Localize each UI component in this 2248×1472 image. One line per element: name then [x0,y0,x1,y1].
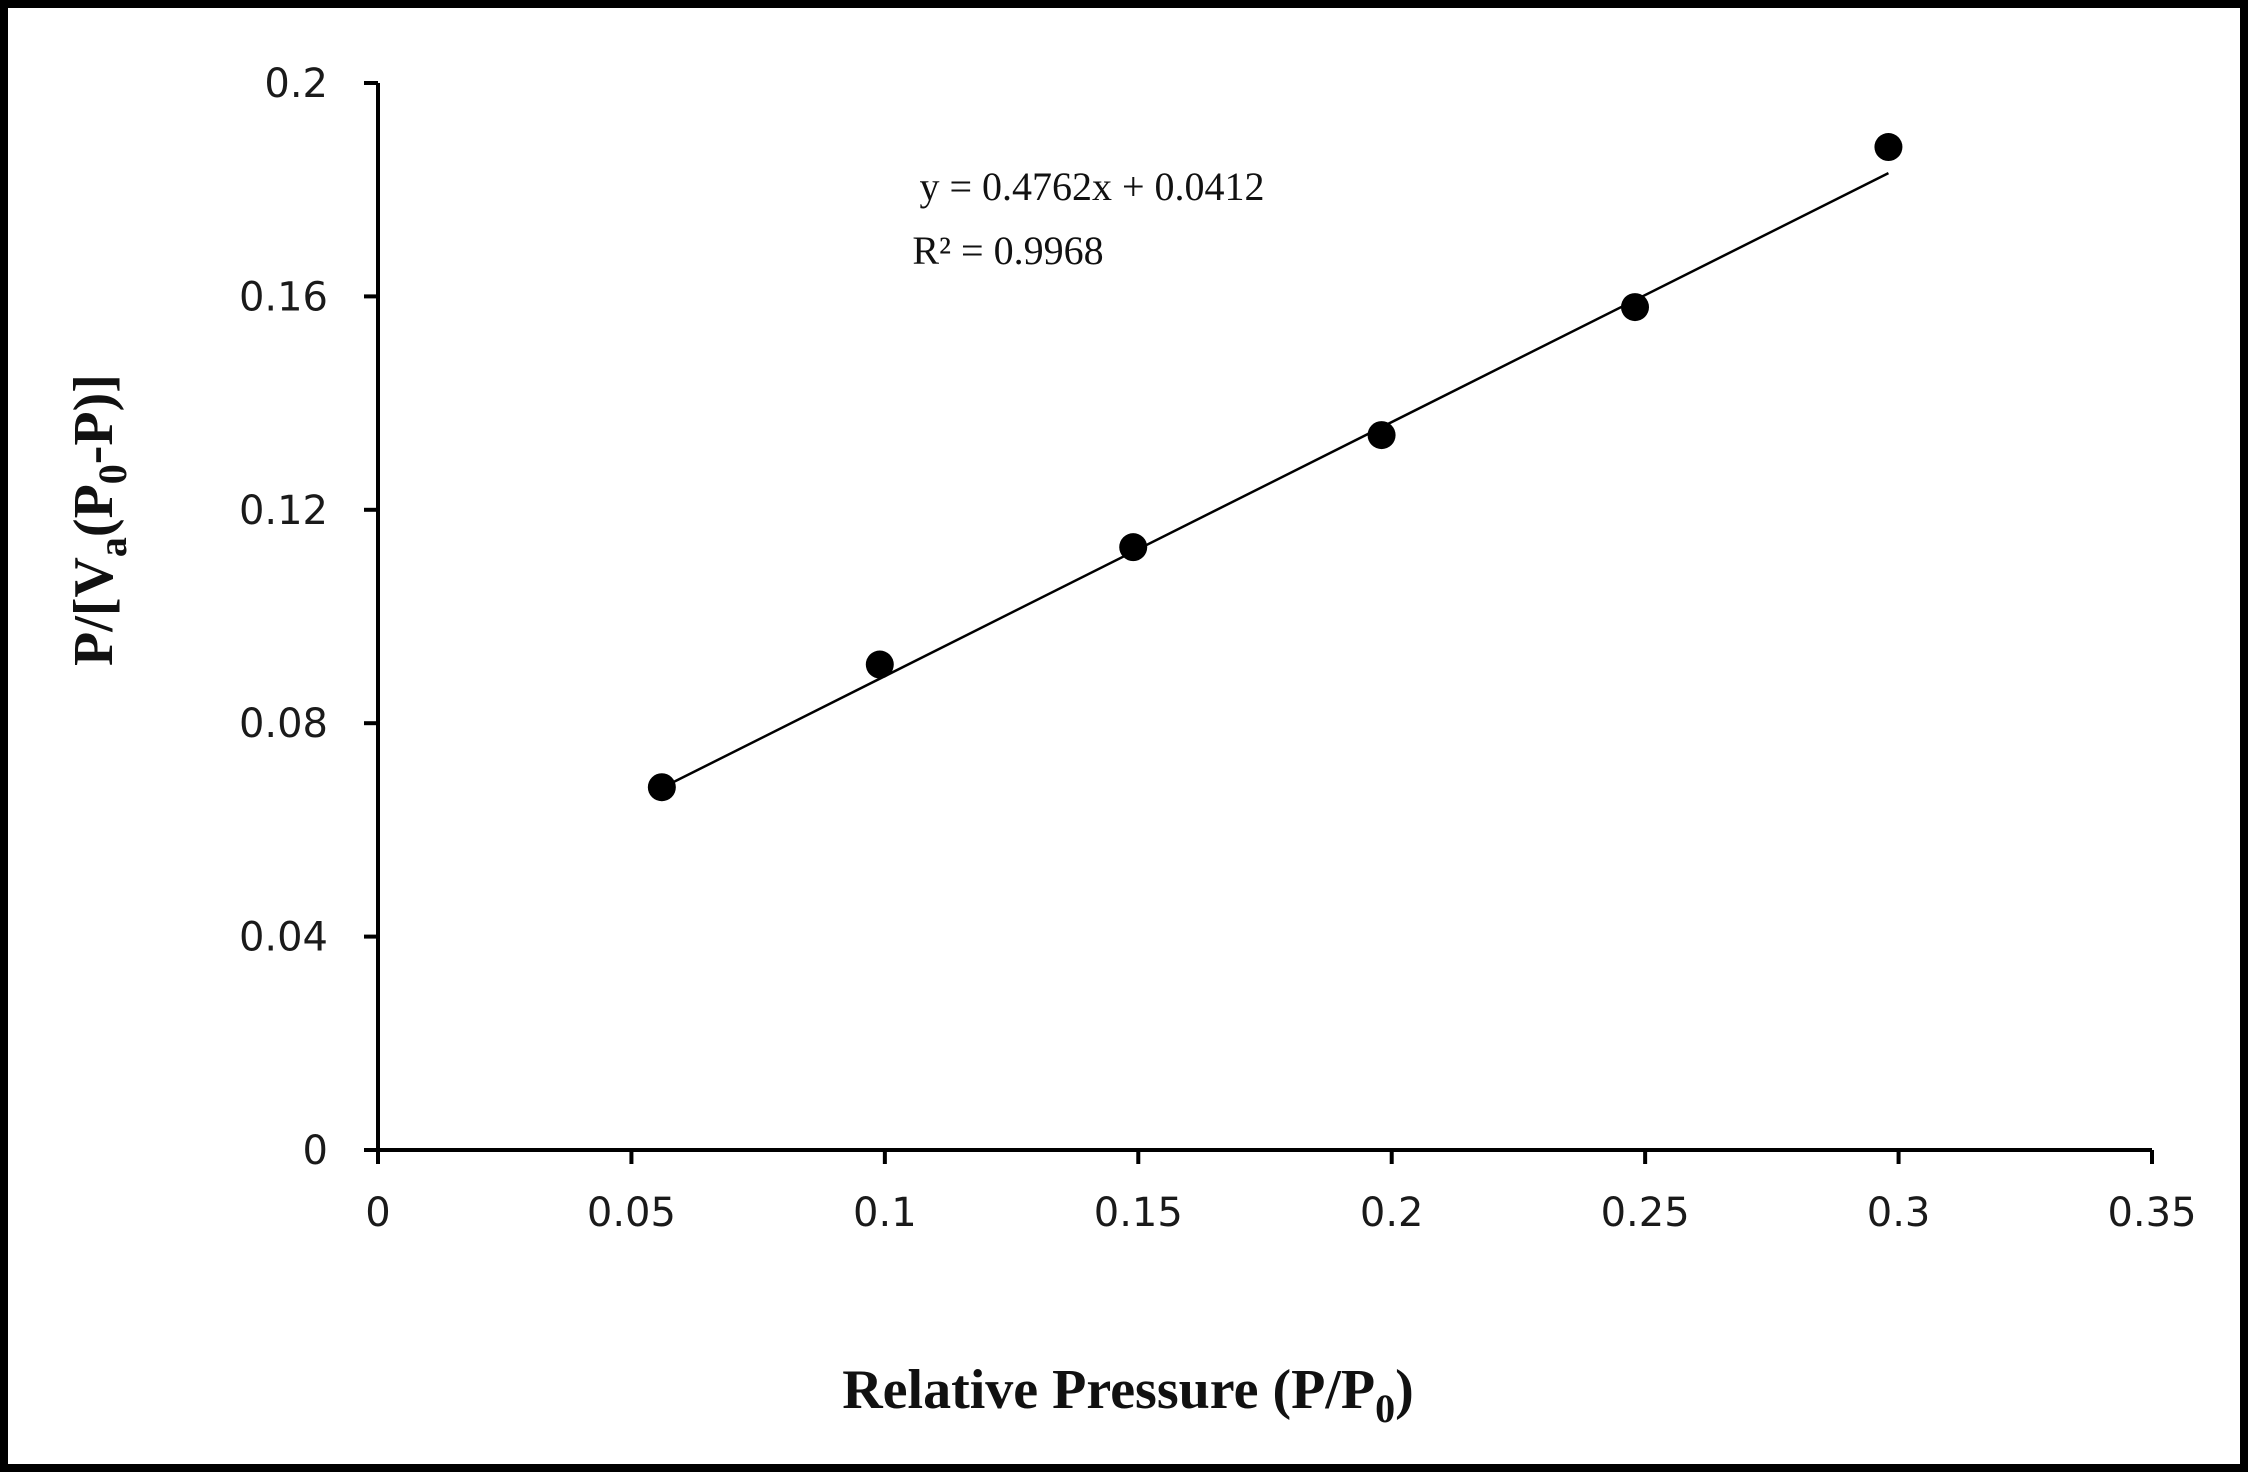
x-tick-label: 0.15 [1094,1190,1183,1236]
y-tick-label: 0.08 [239,701,328,747]
data-point [647,773,676,802]
x-tick-label: 0 [365,1190,390,1236]
y-axis-ticks: 0 0.04 0.08 0.12 0.16 0.2 [239,61,378,1174]
x-axis-title: Relative Pressure (P/P0) [842,1359,1414,1431]
x-tick-label: 0.05 [587,1190,676,1236]
data-point [1367,421,1396,450]
x-tick-label: 0.1 [853,1190,917,1236]
y-tick-label: 0.16 [239,274,328,320]
x-tick-label: 0.35 [2107,1190,2196,1236]
data-points [647,133,1903,802]
data-point [1621,293,1650,322]
x-tick-label: 0.2 [1360,1190,1424,1236]
y-tick-label: 0.04 [239,915,328,961]
y-tick-label: 0 [303,1128,328,1174]
x-tick-label: 0.3 [1867,1190,1931,1236]
r-squared-label: R² = 0.9968 [912,228,1103,273]
trendline [661,172,1889,790]
x-axis-ticks: 0 0.05 0.1 0.15 0.2 0.25 0.3 0.35 [365,1150,2197,1236]
x-tick-label: 0.25 [1601,1190,1690,1236]
data-point [865,650,894,679]
data-point [1119,533,1148,562]
trendline-equation: y = 0.4762x + 0.0412 [919,164,1264,209]
y-tick-label: 0.2 [264,61,328,107]
data-point [1874,133,1903,162]
y-axis-title: P/[Va(P0-P)] [63,374,135,666]
y-tick-label: 0.12 [239,488,328,534]
